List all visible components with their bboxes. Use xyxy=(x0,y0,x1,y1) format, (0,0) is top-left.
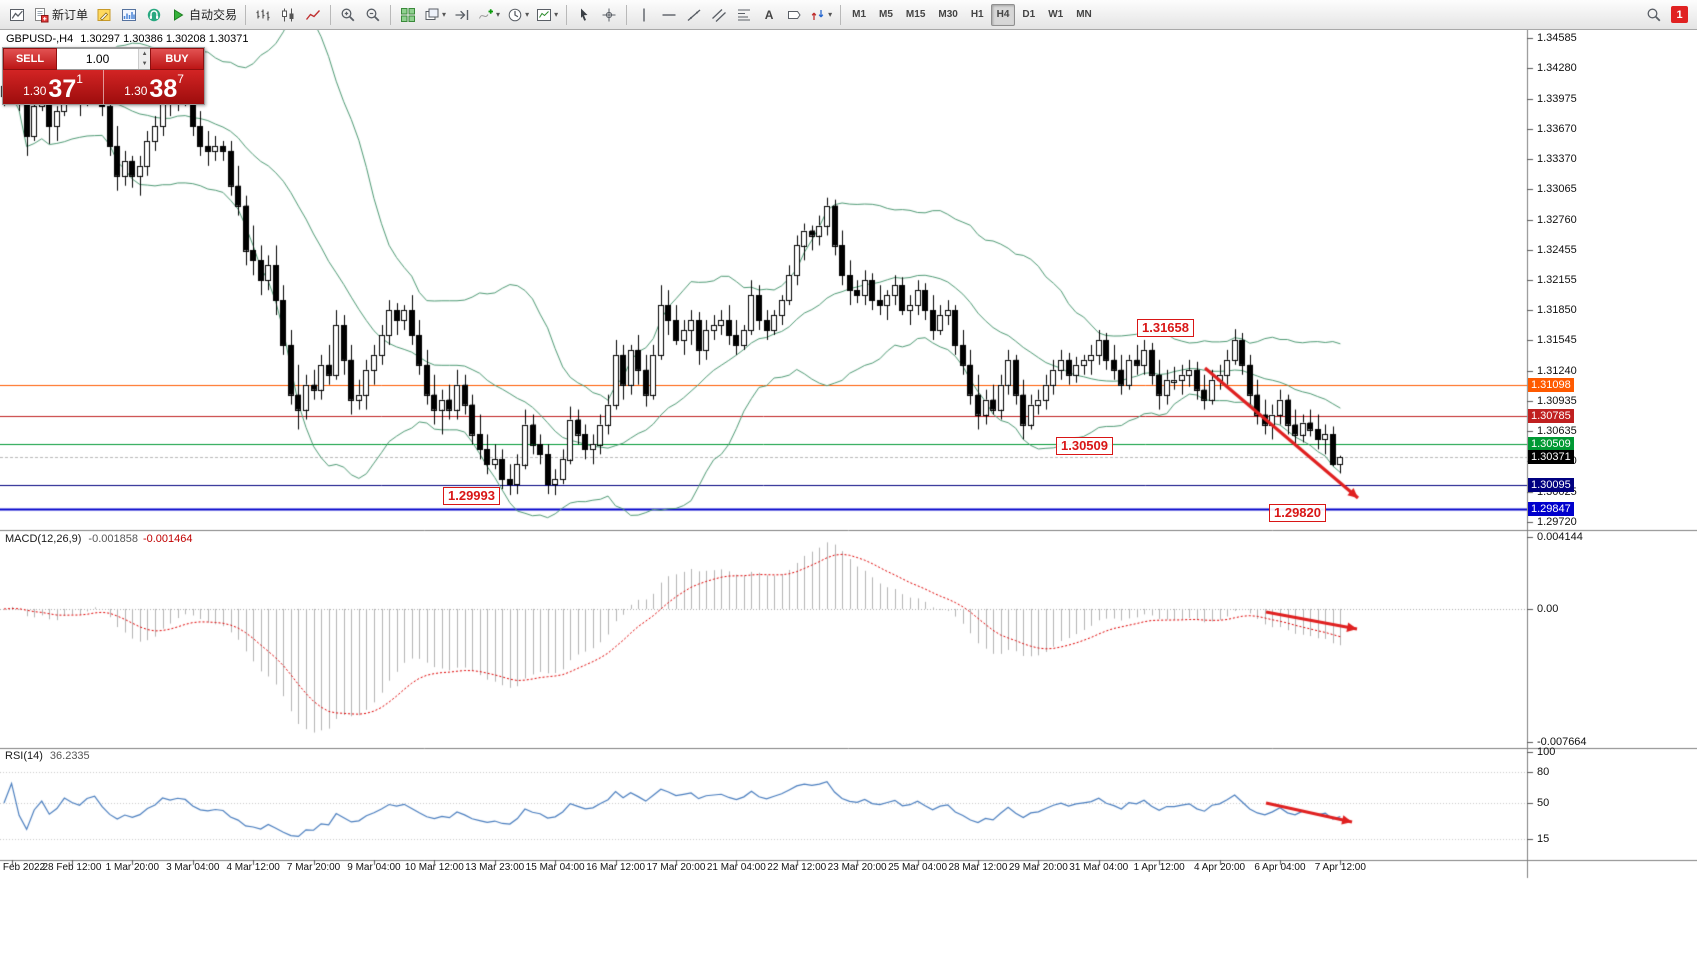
quote-row: 1.30 37 1 1.30 38 7 xyxy=(3,70,204,104)
trade-controls-row: SELL ▲ ▼ BUY xyxy=(3,48,204,70)
bid-price-sup: 1 xyxy=(76,72,83,86)
price-annotation[interactable]: 1.31658 xyxy=(1137,319,1194,337)
ask-quote[interactable]: 1.30 38 7 xyxy=(104,70,204,104)
periods-button[interactable]: ▾ xyxy=(504,4,532,26)
volume-decrease-button[interactable]: ▼ xyxy=(139,59,150,69)
time-scale[interactable] xyxy=(0,860,1527,878)
search-button[interactable] xyxy=(1642,4,1666,26)
chart-canvas[interactable] xyxy=(0,30,1697,953)
horizontal-line-button[interactable] xyxy=(657,4,681,26)
toolbar-separator xyxy=(330,4,332,25)
templates-button[interactable]: ▾ xyxy=(533,4,561,26)
toolbar-separator xyxy=(840,4,842,25)
ask-price-big: 38 xyxy=(149,75,178,103)
indicators-button[interactable]: ▾ xyxy=(475,4,503,26)
arrows-button[interactable]: ▾ xyxy=(807,4,835,26)
sell-button[interactable]: SELL xyxy=(3,48,57,70)
fibonacci-button[interactable] xyxy=(732,4,756,26)
arrange-windows-button[interactable]: ▾ xyxy=(421,4,449,26)
timeframe-m5-button[interactable]: M5 xyxy=(873,4,899,26)
data-window-icon[interactable] xyxy=(117,4,141,26)
one-click-trading-panel: SELL ▲ ▼ BUY 1.30 37 1 1.30 xyxy=(2,47,205,105)
toolbar-separator xyxy=(245,4,247,25)
charts-window-icon[interactable] xyxy=(5,4,29,26)
bar-chart-button[interactable] xyxy=(251,4,275,26)
line-chart-button[interactable] xyxy=(301,4,325,26)
timeframe-d1-button[interactable]: D1 xyxy=(1016,4,1041,26)
price-annotation[interactable]: 1.29993 xyxy=(443,487,500,505)
timeframe-m30-button[interactable]: M30 xyxy=(932,4,963,26)
volume-box: ▲ ▼ xyxy=(57,48,150,70)
zoom-in-button[interactable] xyxy=(336,4,360,26)
price-annotation[interactable]: 1.30509 xyxy=(1056,437,1113,455)
chart-shift-button[interactable] xyxy=(450,4,474,26)
timeframe-m1-button[interactable]: M1 xyxy=(846,4,872,26)
mql5-community-icon[interactable] xyxy=(142,4,166,26)
buy-button[interactable]: BUY xyxy=(150,48,204,70)
volume-increase-button[interactable]: ▲ xyxy=(139,49,150,59)
volume-input[interactable] xyxy=(57,49,139,69)
text-button[interactable]: A xyxy=(757,4,781,26)
metaeditor-icon[interactable] xyxy=(92,4,116,26)
timeframe-w1-button[interactable]: W1 xyxy=(1042,4,1069,26)
price-annotation[interactable]: 1.29820 xyxy=(1269,504,1326,522)
toolbar-separator xyxy=(566,4,568,25)
volume-spinner: ▲ ▼ xyxy=(138,49,150,69)
zoom-out-button[interactable] xyxy=(361,4,385,26)
bid-price-prefix: 1.30 xyxy=(23,84,47,98)
timeframe-h4-button[interactable]: H4 xyxy=(990,3,1016,26)
timeframe-h1-button[interactable]: H1 xyxy=(965,4,990,26)
toolbar: 新订单 自动交易 ▾ ▾ ▾ ▾ A ▾ M1 M5 M15 M30 H1 H4 D1 W1 MN 1 xyxy=(0,0,1697,30)
timeframe-mn-button[interactable]: MN xyxy=(1070,4,1098,26)
price-scale[interactable] xyxy=(1527,30,1697,878)
new-order-button[interactable]: 新订单 xyxy=(30,4,91,26)
toolbar-separator xyxy=(626,4,628,25)
ask-price-sup: 7 xyxy=(177,72,184,86)
ask-price-prefix: 1.30 xyxy=(124,84,148,98)
timeframe-m15-button[interactable]: M15 xyxy=(900,4,931,26)
trendline-button[interactable] xyxy=(682,4,706,26)
text-label-button[interactable] xyxy=(782,4,806,26)
bid-price-big: 37 xyxy=(48,75,77,103)
notification-badge[interactable]: 1 xyxy=(1671,6,1688,23)
tile-windows-button[interactable] xyxy=(396,4,420,26)
channel-button[interactable] xyxy=(707,4,731,26)
auto-trading-button[interactable]: 自动交易 xyxy=(167,4,240,26)
candlestick-chart-button[interactable] xyxy=(276,4,300,26)
bid-quote[interactable]: 1.30 37 1 xyxy=(3,70,104,104)
cursor-button[interactable] xyxy=(572,4,596,26)
toolbar-separator xyxy=(390,4,392,25)
crosshair-button[interactable] xyxy=(597,4,621,26)
vertical-line-button[interactable] xyxy=(632,4,656,26)
